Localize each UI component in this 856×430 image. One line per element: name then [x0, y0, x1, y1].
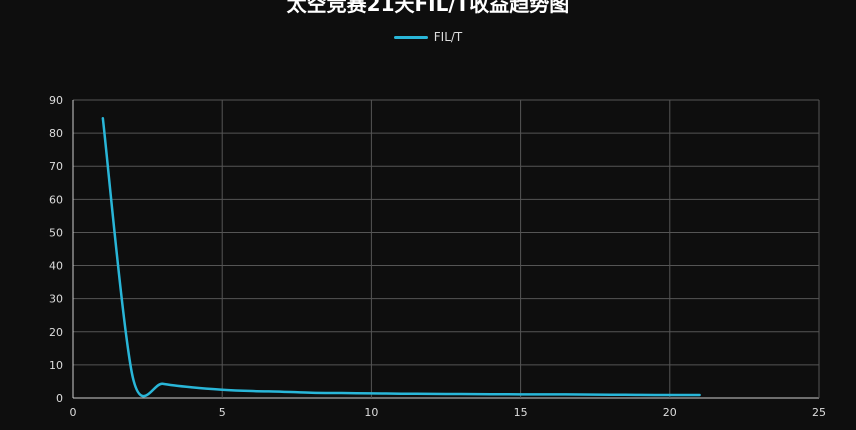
y-tick-label: 20: [49, 326, 63, 339]
x-tick-label: 25: [812, 406, 826, 419]
legend-swatch[interactable]: [393, 35, 428, 39]
y-tick-label: 40: [49, 260, 63, 273]
y-tick-label: 70: [49, 160, 63, 173]
series-line: [101, 116, 701, 398]
x-tick-label: 20: [663, 406, 677, 419]
y-tick-label: 30: [49, 293, 63, 306]
x-tick-label: 0: [70, 406, 77, 419]
legend-label: FIL/T: [433, 30, 463, 44]
y-tick-label: 60: [49, 193, 63, 206]
y-tick-label: 10: [49, 359, 63, 372]
y-tick-label: 50: [49, 226, 63, 239]
y-tick-label: 90: [49, 94, 63, 107]
x-tick-label: 15: [514, 406, 528, 419]
legend: FIL/T: [0, 30, 856, 44]
chart-title: 太空竞赛21天FIL/T收益趋势图: [286, 0, 570, 16]
y-tick-label: 0: [56, 392, 63, 405]
y-tick-label: 80: [49, 127, 63, 140]
x-tick-label: 5: [219, 406, 226, 419]
x-tick-label: 10: [364, 406, 378, 419]
